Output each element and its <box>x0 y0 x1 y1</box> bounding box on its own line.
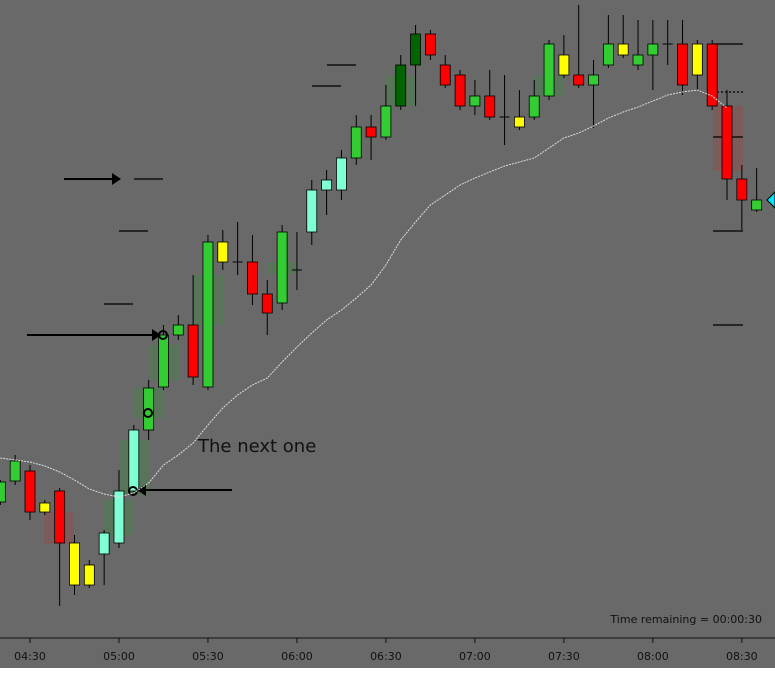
candle-body <box>751 199 763 211</box>
annotation: The next one <box>197 436 316 457</box>
candle-body <box>513 116 525 128</box>
status-text: Time remaining = 00:00:30 <box>609 613 762 626</box>
candle-body <box>706 43 718 107</box>
x-tick-label: 06:00 <box>281 650 313 663</box>
markers <box>128 330 168 496</box>
candle-body <box>24 470 36 513</box>
candle-body <box>247 261 258 295</box>
candle-body <box>632 54 644 66</box>
candle-body <box>617 43 629 56</box>
candles <box>0 5 763 606</box>
x-tick-label: 07:00 <box>459 650 491 663</box>
candle-body <box>602 43 614 66</box>
candle-body <box>336 157 347 191</box>
candle-body <box>647 43 659 56</box>
candle-body <box>172 324 184 336</box>
candle-body <box>736 178 748 201</box>
candle-body <box>98 532 110 555</box>
arrowhead <box>112 173 121 185</box>
candle-body <box>380 105 392 138</box>
candle-body <box>306 189 318 233</box>
x-tick-label: 08:30 <box>726 650 758 663</box>
arrowhead <box>152 329 161 341</box>
candle-body <box>217 241 229 263</box>
bottom-strip <box>0 668 775 674</box>
x-tick-label: 05:00 <box>103 650 135 663</box>
candle-body <box>187 324 199 378</box>
candle-body <box>39 502 51 513</box>
candle-body <box>69 542 80 586</box>
candle-body <box>202 241 214 388</box>
circle-marker <box>143 408 153 418</box>
candle-body <box>721 105 733 180</box>
candle-body <box>543 43 555 97</box>
candle-body <box>158 334 169 388</box>
candle-body <box>365 126 377 138</box>
candle-body <box>425 33 436 56</box>
candle-body <box>54 490 66 544</box>
candle-body <box>113 490 125 544</box>
x-tick-label: 04:30 <box>14 650 46 663</box>
candle-body <box>558 54 570 76</box>
candle-body <box>0 481 6 503</box>
x-tick-label: 07:30 <box>548 650 580 663</box>
candle-body <box>454 74 466 107</box>
candle-body <box>677 43 688 86</box>
arrowhead <box>137 484 146 496</box>
candle-body <box>410 33 421 66</box>
circle-marker <box>158 330 168 340</box>
candle-body <box>261 293 273 314</box>
arrows <box>27 173 232 496</box>
candle-body <box>83 564 95 586</box>
x-tick-label: 05:30 <box>192 650 224 663</box>
candle-body <box>128 429 140 492</box>
level-lines <box>104 43 743 326</box>
price-marker <box>766 191 775 209</box>
candle-body <box>691 43 703 76</box>
candle-body <box>528 95 540 118</box>
candle-body <box>276 231 288 304</box>
x-tick-label: 06:30 <box>370 650 402 663</box>
candle-body <box>588 74 599 86</box>
candle-body <box>469 95 481 107</box>
candle-body <box>395 64 407 107</box>
candle-body <box>573 74 585 86</box>
candle-body <box>350 126 362 159</box>
candle-body <box>9 460 21 482</box>
candle-body <box>439 64 451 86</box>
candle-body <box>321 179 333 191</box>
x-tick-label: 08:00 <box>637 650 669 663</box>
candle-body <box>484 95 496 118</box>
